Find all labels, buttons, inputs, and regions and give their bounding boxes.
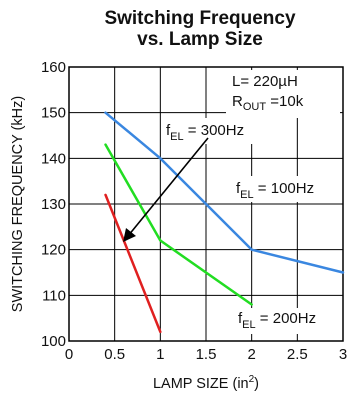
annotation-300hz-background bbox=[164, 118, 272, 144]
arrow-300hz-shaft bbox=[127, 137, 209, 237]
x-axis-label-end: ) bbox=[254, 376, 259, 392]
y-tick-label: 100 bbox=[41, 333, 66, 350]
condition-rout-sub: OUT bbox=[243, 101, 267, 113]
annotation-300hz: fEL = 300Hz bbox=[164, 118, 272, 144]
chart-title-line-2: vs. Lamp Size bbox=[137, 29, 263, 50]
annotation-200hz: fEL = 200Hz bbox=[236, 308, 336, 334]
x-tick-label: 1 bbox=[156, 346, 164, 363]
annotation-100hz-sub: EL bbox=[240, 189, 253, 201]
annotation-300hz-main: f bbox=[166, 122, 171, 139]
annotation-200hz-sub: EL bbox=[242, 319, 255, 331]
chart-title-line-1: Switching Frequency bbox=[104, 8, 296, 29]
x-axis-label-sup: 2 bbox=[249, 374, 255, 385]
annotation-100hz-background bbox=[234, 176, 334, 202]
arrow-300hz-head bbox=[123, 228, 136, 242]
series-line-300hz bbox=[104, 193, 162, 334]
annotation-100hz-main: f bbox=[236, 180, 241, 197]
annotation-100hz-end: = 100Hz bbox=[254, 180, 314, 197]
condition-rout-main: R bbox=[232, 93, 243, 110]
y-tick-label: 130 bbox=[41, 196, 66, 213]
y-tick-label: 140 bbox=[41, 150, 66, 167]
plot-frame bbox=[68, 66, 344, 342]
annotation-200hz-main: f bbox=[238, 310, 243, 327]
y-tick-label: 150 bbox=[41, 105, 66, 122]
annotation-100hz: fEL = 100Hz bbox=[234, 176, 334, 202]
x-tick-label: 3 bbox=[339, 346, 347, 363]
x-axis-label: LAMP SIZE (in2) bbox=[153, 374, 259, 392]
conditions-background bbox=[226, 70, 340, 118]
annotation-300hz-end: = 300Hz bbox=[184, 122, 244, 139]
y-tick-label: 110 bbox=[42, 287, 66, 304]
x-tick-label: 1.5 bbox=[196, 346, 217, 363]
annotation-300hz-sub: EL bbox=[170, 131, 183, 143]
annotation-200hz-text: fEL = 200Hz bbox=[238, 310, 316, 331]
y-tick-label: 160 bbox=[41, 59, 66, 76]
annotation-200hz-background bbox=[236, 308, 336, 334]
series-layer bbox=[104, 111, 345, 334]
annotation-100hz-text: fEL = 100Hz bbox=[236, 180, 314, 201]
x-tick-label: 2.5 bbox=[287, 346, 308, 363]
x-axis-label-main: LAMP SIZE (in bbox=[153, 376, 249, 392]
series-line-200hz bbox=[104, 143, 253, 306]
series-line-100hz bbox=[104, 111, 345, 274]
y-tick-label: 120 bbox=[41, 242, 66, 259]
tick-labels: 0 0.5 1 1.5 2 2.5 3 100 110 120 130 140 150 160 bbox=[41, 59, 347, 363]
annotation-200hz-end: = 200Hz bbox=[256, 310, 316, 327]
condition-inductance: L= 220µH bbox=[232, 73, 298, 90]
condition-rout-end: =10k bbox=[266, 93, 304, 110]
x-tick-label: 0 bbox=[65, 346, 73, 363]
annotation-300hz-text: fEL = 300Hz bbox=[166, 122, 244, 143]
conditions: L= 220µH ROUT =10k bbox=[226, 70, 340, 118]
x-tick-label: 2 bbox=[247, 346, 255, 363]
y-axis-label: SWITCHING FREQUENCY (kHz) bbox=[10, 96, 26, 312]
x-tick-label: 0.5 bbox=[104, 346, 125, 363]
condition-rout: ROUT =10k bbox=[232, 93, 304, 113]
